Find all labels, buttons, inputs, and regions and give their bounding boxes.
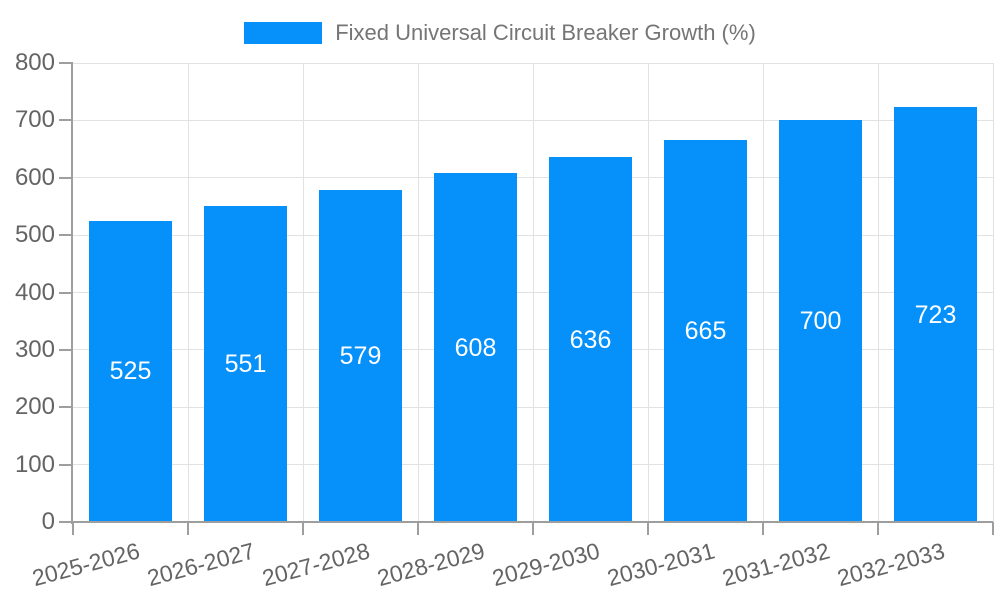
y-tick-label: 700 <box>14 106 55 134</box>
x-tick <box>187 522 189 535</box>
y-tick <box>59 406 73 409</box>
x-tick <box>647 522 649 535</box>
y-tick-label: 100 <box>14 450 55 478</box>
bar <box>549 157 632 522</box>
x-tick <box>72 522 74 535</box>
bar <box>664 140 747 522</box>
legend-label: Fixed Universal Circuit Breaker Growth (… <box>335 20 756 45</box>
bar <box>434 173 517 522</box>
x-tick-label: 2028-2029 <box>373 537 487 592</box>
bar-value-label: 608 <box>454 333 497 362</box>
y-tick <box>59 62 73 64</box>
x-tick-label: 2030-2031 <box>603 537 717 592</box>
x-tick-label: 2025-2026 <box>28 537 142 592</box>
x-tick-label: 2031-2032 <box>718 537 832 592</box>
x-tick-label: 2026-2027 <box>143 537 257 592</box>
y-tick <box>59 348 73 351</box>
y-tick-label: 400 <box>14 278 55 306</box>
bar-value-label: 636 <box>569 325 612 354</box>
grid-line-v <box>532 63 534 522</box>
grid-line-v <box>302 63 304 522</box>
bar <box>894 107 977 522</box>
x-tick <box>302 522 304 535</box>
bar <box>89 220 172 522</box>
chart-legend: Fixed Universal Circuit Breaker Growth (… <box>0 20 1000 46</box>
x-tick-label: 2027-2028 <box>258 537 372 592</box>
y-axis-line <box>71 63 73 524</box>
legend-swatch <box>244 22 323 44</box>
bar <box>779 120 862 522</box>
y-tick <box>59 463 73 466</box>
bar-value-label: 723 <box>914 300 957 329</box>
bar-value-label: 551 <box>224 349 267 378</box>
x-tick-label: 2032-2033 <box>833 537 947 592</box>
y-tick-label: 500 <box>14 221 55 249</box>
x-tick <box>877 522 879 535</box>
grid-line-v <box>647 63 649 522</box>
bar-value-label: 700 <box>799 307 842 336</box>
x-tick <box>992 522 994 535</box>
y-tick-label: 800 <box>14 49 55 76</box>
bar-value-label: 525 <box>109 357 152 386</box>
grid-line-v <box>762 63 764 522</box>
y-tick-label: 600 <box>14 163 55 191</box>
x-tick <box>417 522 419 535</box>
y-tick <box>59 521 73 523</box>
bar <box>204 205 287 522</box>
grid-line-v <box>877 63 879 522</box>
y-tick <box>59 119 73 122</box>
x-tick <box>532 522 534 535</box>
bar-value-label: 665 <box>684 317 727 346</box>
x-tick <box>762 522 764 535</box>
bar-value-label: 579 <box>339 341 382 370</box>
y-tick-label: 200 <box>14 393 55 421</box>
y-tick-label: 0 <box>41 508 55 535</box>
x-tick-label: 2029-2030 <box>488 537 602 592</box>
grid-line-v <box>187 63 189 522</box>
y-tick <box>59 176 73 179</box>
y-tick-label: 300 <box>14 335 55 363</box>
grid-line-v <box>992 63 994 522</box>
grid-line-v <box>417 63 419 522</box>
y-tick <box>59 234 73 237</box>
x-axis-line <box>71 521 993 523</box>
y-tick <box>59 291 73 294</box>
bar <box>319 189 402 522</box>
